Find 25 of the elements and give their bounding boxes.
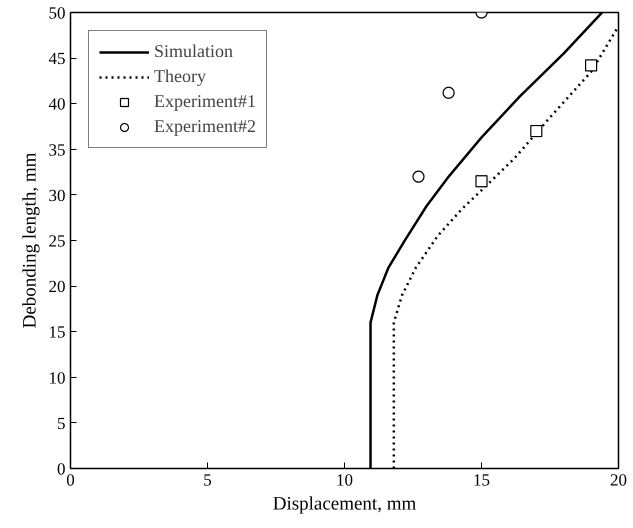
y-tick-label: 30 [48,186,66,205]
point [412,170,425,183]
y-tick-label: 10 [48,368,66,388]
x-tick-label: 20 [610,470,627,490]
x-tick-label: 5 [203,470,212,490]
point [585,59,598,72]
x-axis-title: Displacement, mm [272,494,416,514]
legend-label: Experiment#2 [154,116,256,137]
y-tick-label: 40 [48,94,66,114]
y-tick-label: 5 [57,414,66,433]
y-tick-label: 20 [48,277,66,296]
y-tick-label: 45 [48,49,66,68]
x-tick-label: 10 [336,470,353,490]
legend-label: Theory [154,66,206,87]
y-tick-label: 50 [48,4,66,22]
point [530,124,542,138]
legend-label: Experiment#1 [154,91,256,112]
y-axis-title: Debonding length, mm [20,152,40,328]
point [475,175,488,188]
y-tick-label: 35 [48,140,66,160]
y-tick-label: 15 [48,322,66,342]
x-tick-label: 15 [473,470,490,490]
y-tick-label: 25 [48,232,66,250]
point [442,86,455,99]
legend-label: Simulation [154,41,234,62]
